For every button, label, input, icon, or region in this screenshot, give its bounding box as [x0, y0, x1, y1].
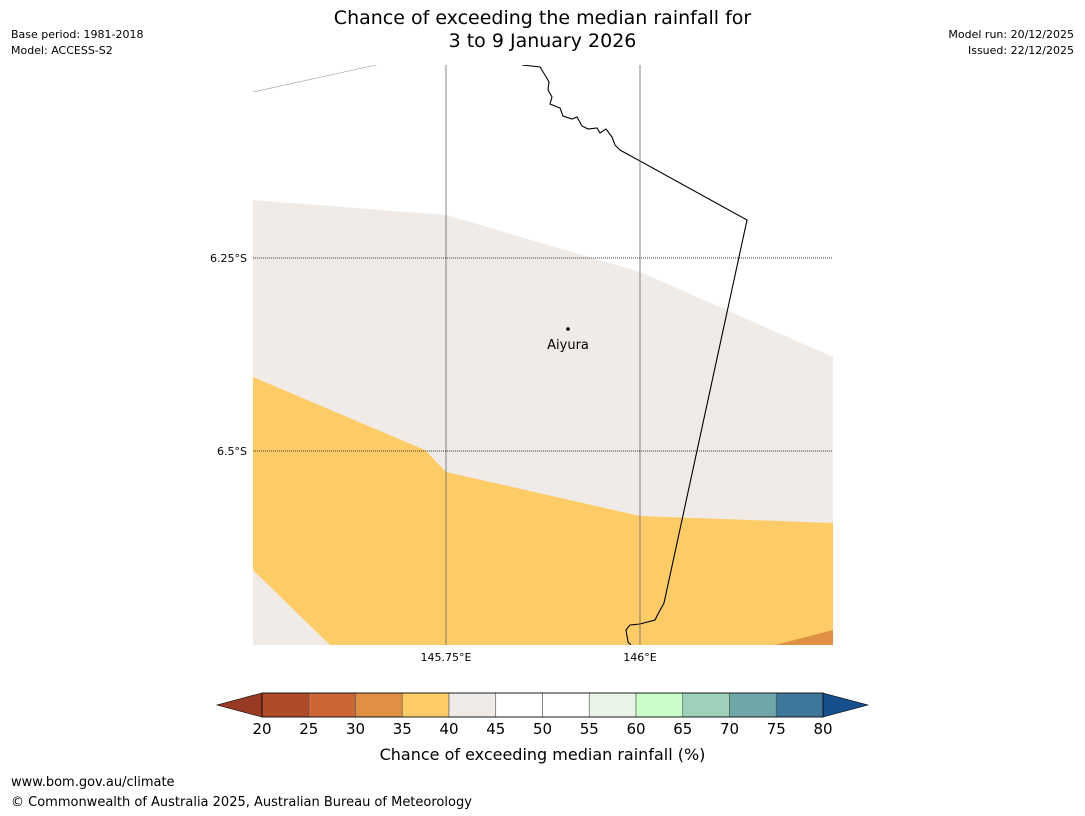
run-info: Model run: 20/12/2025 Issued: 22/12/2025	[948, 27, 1074, 59]
colorbar-over-arrow	[822, 692, 870, 718]
colorbar-segment	[448, 692, 497, 718]
northwest-edge-line	[253, 65, 377, 93]
lon-label-146: 146°E	[623, 651, 656, 664]
colorbar-segment	[261, 692, 310, 718]
footer-url: www.bom.gov.au/climate	[11, 775, 175, 790]
colorbar-segment	[729, 692, 777, 718]
colorbar-tick-label: 55	[580, 720, 599, 738]
colorbar-segment	[401, 692, 450, 718]
region-35-40	[253, 377, 833, 645]
colorbar-tick-label: 65	[673, 720, 692, 738]
region-30-35	[775, 630, 833, 645]
colorbar-tick-label: 45	[486, 720, 505, 738]
base-period-text: Base period: 1981-2018	[11, 28, 144, 41]
issued-text: Issued: 22/12/2025	[967, 44, 1074, 57]
title-line-2: 3 to 9 January 2026	[448, 30, 637, 52]
colorbar-segment	[635, 692, 684, 718]
lat-label-6-25: 6.25°S	[210, 252, 247, 265]
footer-copyright: © Commonwealth of Australia 2025, Austra…	[11, 795, 472, 810]
place-label: Aiyura	[547, 338, 589, 353]
colorbar-segment	[588, 692, 637, 718]
aiyura-marker	[566, 327, 570, 331]
colorbar-label: Chance of exceeding median rainfall (%)	[379, 745, 706, 764]
model-text: Model: ACCESS-S2	[11, 44, 113, 57]
colorbar-segment	[775, 692, 824, 718]
colorbar-tick-label: 25	[299, 720, 318, 738]
title-line-1: Chance of exceeding the median rainfall …	[333, 7, 752, 29]
model-info: Base period: 1981-2018 Model: ACCESS-S2	[11, 27, 143, 59]
lat-label-6-5: 6.5°S	[217, 445, 247, 458]
colorbar: 20 25 30 35 40 45 50 55 60 65 70 75 80	[215, 692, 870, 738]
colorbar-segment	[308, 692, 356, 718]
lon-label-145-75: 145.75°E	[421, 651, 472, 664]
colorbar-segment	[495, 692, 543, 718]
colorbar-outline	[261, 692, 824, 718]
colorbar-tick-label: 50	[533, 720, 552, 738]
colorbar-segment	[682, 692, 730, 718]
colorbar-tick-label: 40	[439, 720, 458, 738]
border-line	[521, 65, 748, 645]
colorbar-tick-label: 60	[626, 720, 645, 738]
model-run-text: Model run: 20/12/2025	[948, 28, 1074, 41]
colorbar-tick-label: 75	[767, 720, 786, 738]
colorbar-tick-label: 20	[252, 720, 271, 738]
colorbar-tick-label: 80	[813, 720, 832, 738]
colorbar-tick-label: 70	[720, 720, 739, 738]
colorbar-segment	[542, 692, 590, 718]
colorbar-under-arrow	[215, 692, 263, 718]
map-title: Chance of exceeding the median rainfall …	[0, 7, 1085, 53]
colorbar-tick-label: 30	[346, 720, 365, 738]
colorbar-segment	[355, 692, 403, 718]
colorbar-tick-label: 35	[393, 720, 412, 738]
